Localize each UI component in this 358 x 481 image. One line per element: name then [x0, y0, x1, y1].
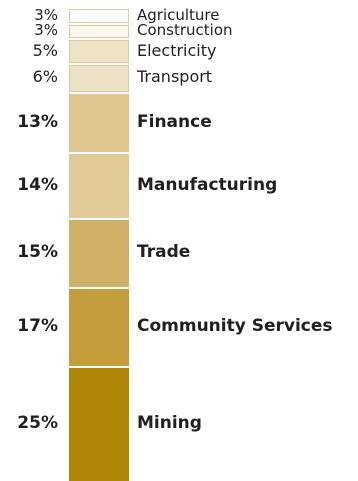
bar-segment-transport	[69, 64, 129, 92]
category-label-manufacturing: Manufacturing	[137, 174, 278, 195]
bar-segment-construction	[69, 24, 129, 39]
category-label-trade: Trade	[137, 242, 191, 263]
value-label-finance: 13%	[17, 111, 58, 132]
value-label-construction: 3%	[34, 21, 58, 40]
value-label-electricity: 5%	[32, 40, 58, 60]
bar-segment-community-services	[69, 289, 129, 367]
category-label-transport: Transport	[137, 67, 213, 87]
category-label-mining: Mining	[137, 413, 202, 434]
category-label-community-services: Community Services	[137, 316, 333, 337]
bar-segment-electricity	[69, 40, 129, 63]
bar-segment-trade	[69, 219, 129, 288]
category-label-agriculture: Agriculture	[137, 5, 220, 24]
value-label-trade: 15%	[17, 242, 58, 263]
bar-segment-agriculture	[69, 9, 129, 23]
value-label-community-services: 17%	[17, 316, 58, 337]
value-label-agriculture: 3%	[34, 5, 58, 24]
bar-segment-mining	[69, 368, 129, 481]
category-label-finance: Finance	[137, 111, 212, 132]
category-label-construction: Construction	[137, 21, 233, 40]
value-label-transport: 6%	[32, 67, 58, 87]
value-label-manufacturing: 14%	[17, 174, 58, 195]
bar-segment-manufacturing	[69, 154, 129, 218]
value-label-mining: 25%	[17, 413, 58, 434]
category-label-electricity: Electricity	[137, 40, 217, 60]
bar-segment-finance	[69, 93, 129, 153]
